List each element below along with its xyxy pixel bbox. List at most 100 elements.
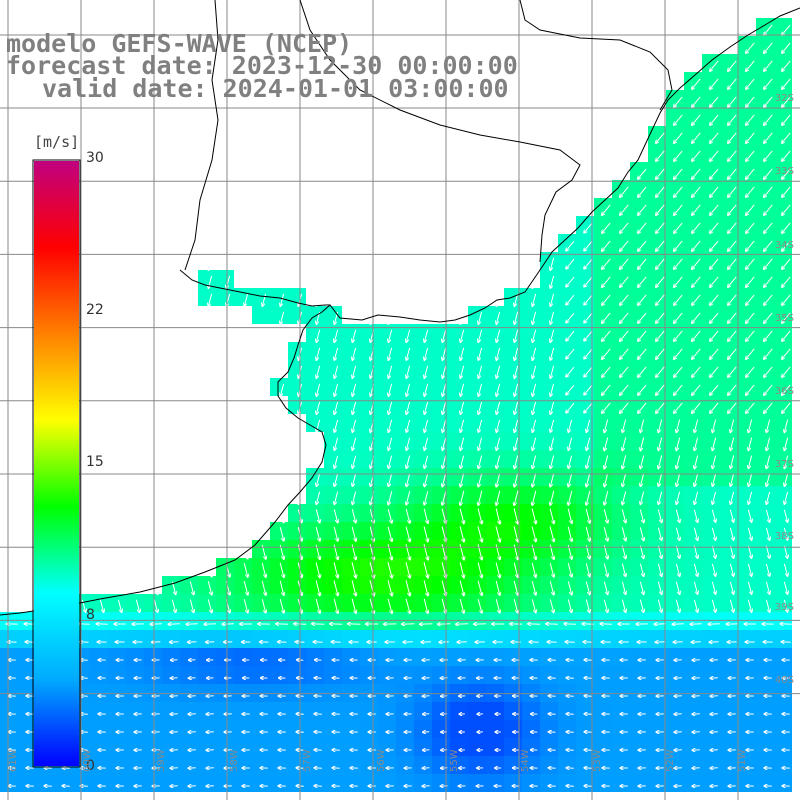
wind-vector: [387, 562, 392, 578]
wind-speed-cell: [558, 504, 576, 522]
wind-speed-cell: [756, 108, 774, 126]
wind-vector: [784, 437, 789, 451]
wind-speed-cell: [288, 378, 306, 396]
wind-vector: [710, 366, 719, 377]
wind-speed-cell: [756, 162, 774, 180]
wind-speed-cell: [252, 666, 270, 684]
wind-vector: [316, 419, 321, 432]
wind-vector: [692, 276, 701, 287]
wind-speed-cell: [594, 306, 612, 324]
wind-vector: [694, 437, 699, 451]
wind-speed-cell: [594, 558, 612, 576]
wind-speed-cell: [342, 522, 360, 540]
wind-vector: [531, 599, 535, 612]
wind-speed-cell: [576, 468, 594, 486]
wind-speed-cell: [18, 630, 36, 648]
wind-vector: [189, 599, 193, 613]
wind-speed-cell: [774, 72, 792, 90]
wind-vector: [261, 562, 266, 577]
wind-speed-cell: [18, 756, 36, 774]
wind-speed-cell: [108, 648, 126, 666]
wind-speed-cell: [234, 612, 252, 630]
wind-vector: [406, 437, 411, 450]
wind-vector: [746, 294, 755, 305]
wind-speed-cell: [684, 72, 702, 90]
wind-speed-cell: [396, 468, 414, 486]
wind-speed-cell: [126, 594, 144, 612]
wind-speed-cell: [756, 306, 774, 324]
wind-vector: [495, 526, 500, 541]
wind-speed-cell: [648, 342, 666, 360]
wind-vector: [638, 366, 647, 377]
wind-speed-cell: [432, 612, 450, 630]
wind-speed-cell: [684, 234, 702, 252]
wind-vector: [710, 204, 719, 215]
wind-vector: [639, 545, 643, 559]
wind-speed-cell: [756, 432, 774, 450]
wind-vector: [315, 580, 320, 596]
wind-speed-cell: [324, 540, 342, 558]
wind-speed-cell: [324, 738, 342, 756]
wind-speed-cell: [630, 288, 648, 306]
wind-vector: [620, 258, 629, 269]
wind-vector: [746, 132, 755, 143]
wind-vector: [514, 329, 519, 342]
wind-vector: [693, 527, 697, 540]
wind-speed-cell: [756, 126, 774, 144]
wind-vector: [764, 150, 773, 161]
wind-speed-cell: [540, 450, 558, 468]
wind-speed-cell: [468, 702, 486, 720]
wind-speed-cell: [432, 414, 450, 432]
wind-speed-cell: [720, 576, 738, 594]
wind-speed-cell: [738, 522, 756, 540]
wind-vector: [459, 598, 464, 613]
wind-speed-cell: [378, 594, 396, 612]
wind-speed-cell: [504, 468, 522, 486]
wind-vector: [460, 401, 465, 414]
wind-speed-cell: [90, 684, 108, 702]
wind-speed-cell: [612, 522, 630, 540]
wind-speed-cell: [216, 630, 234, 648]
wind-speed-cell: [522, 468, 540, 486]
wind-vector: [656, 384, 665, 395]
wind-speed-cell: [342, 450, 360, 468]
wind-vector: [622, 491, 627, 505]
wind-vector: [531, 508, 536, 524]
wind-vector: [656, 366, 665, 377]
wind-vector: [656, 150, 665, 161]
wind-speed-cell: [756, 252, 774, 270]
wind-speed-cell: [630, 324, 648, 342]
wind-speed-cell: [108, 612, 126, 630]
wind-speed-cell: [774, 144, 792, 162]
wind-speed-cell: [774, 774, 792, 792]
wind-speed-cell: [540, 306, 558, 324]
wind-speed-cell: [522, 756, 540, 774]
wind-vector: [204, 624, 216, 625]
wind-speed-cell: [594, 594, 612, 612]
wind-speed-cell: [162, 594, 180, 612]
wind-speed-cell: [18, 666, 36, 684]
wind-speed-cell: [630, 270, 648, 288]
wind-vector: [764, 132, 773, 143]
wind-vector: [406, 365, 411, 378]
wind-vector: [550, 347, 555, 360]
wind-vector: [442, 419, 447, 432]
wind-vector: [514, 383, 519, 396]
wind-speed-cell: [558, 522, 576, 540]
wind-speed-cell: [612, 648, 630, 666]
wind-speed-cell: [774, 324, 792, 342]
wind-speed-cell: [90, 774, 108, 792]
wind-speed-cell: [90, 720, 108, 738]
wind-speed-cell: [360, 522, 378, 540]
wind-speed-cell: [234, 738, 252, 756]
wind-speed-cell: [486, 360, 504, 378]
wind-speed-cell: [612, 450, 630, 468]
longitude-label: 60W: [82, 749, 93, 772]
wind-speed-cell: [684, 612, 702, 630]
wind-speed-cell: [612, 198, 630, 216]
wind-vector: [676, 437, 681, 451]
wind-speed-cell: [720, 468, 738, 486]
wind-speed-cell: [594, 774, 612, 792]
wind-speed-cell: [414, 540, 432, 558]
wind-vector: [478, 473, 483, 486]
